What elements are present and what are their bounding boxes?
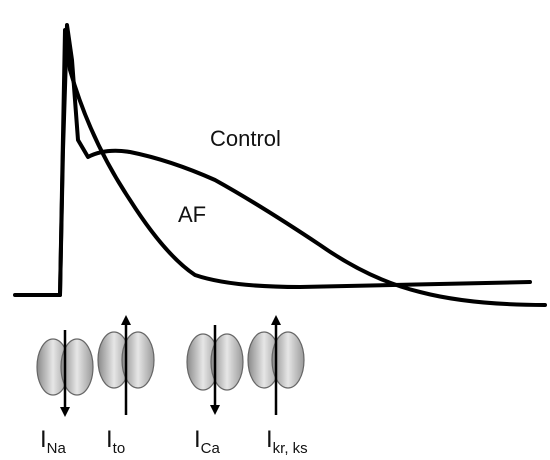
symbol: I	[106, 426, 113, 453]
af-curve	[58, 28, 532, 297]
curve-label: Control	[210, 126, 281, 151]
subscript: Ca	[201, 440, 221, 457]
channel-label: INa	[40, 426, 67, 457]
curve-label: AF	[178, 202, 206, 227]
channel	[36, 330, 94, 417]
control-curve	[13, 23, 547, 307]
channel	[186, 325, 244, 415]
channel	[97, 315, 155, 415]
channel	[247, 315, 305, 415]
channel-label: Ikr, ks	[266, 426, 308, 457]
channel-label: ICa	[194, 426, 221, 457]
symbol: I	[266, 426, 273, 453]
subscript: to	[113, 440, 126, 457]
symbol: I	[40, 426, 47, 453]
symbol: I	[194, 426, 201, 453]
subscript: kr, ks	[273, 440, 308, 457]
subscript: Na	[47, 440, 67, 457]
channel-label: Ito	[106, 426, 125, 457]
